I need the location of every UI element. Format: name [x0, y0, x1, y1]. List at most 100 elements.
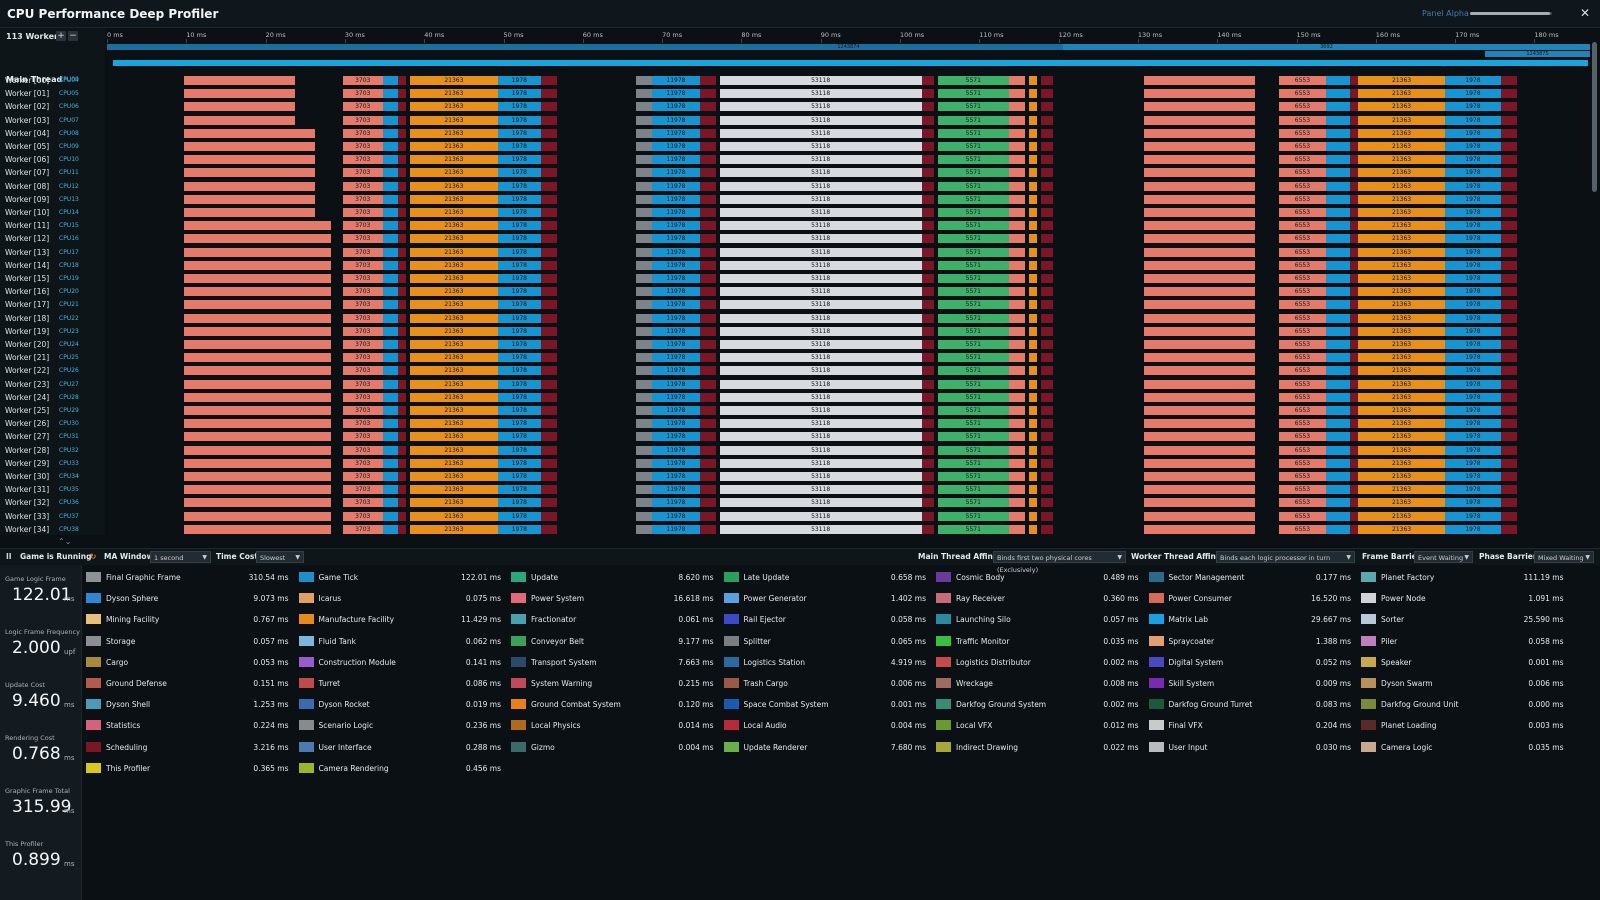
task-bar[interactable]	[383, 340, 399, 349]
task-bar[interactable]	[1041, 353, 1053, 362]
task-bar[interactable]	[383, 380, 399, 389]
legend-item[interactable]: Spraycoater 1.388 ms	[1147, 632, 1356, 649]
task-bar[interactable]: 1978	[498, 129, 542, 138]
legend-item[interactable]: Logistics Distributor 0.002 ms	[934, 653, 1143, 670]
pause-icon[interactable]: II	[6, 552, 12, 561]
task-bar[interactable]	[398, 498, 406, 507]
task-bar[interactable]	[1350, 419, 1358, 428]
task-bar[interactable]	[922, 419, 934, 428]
task-bar[interactable]	[398, 221, 406, 230]
task-bar[interactable]	[1350, 168, 1358, 177]
legend-item[interactable]: Planet Factory 111.19 ms	[1359, 568, 1568, 585]
task-bar[interactable]	[1009, 274, 1025, 283]
task-bar[interactable]	[398, 340, 406, 349]
timeline-scrollbar[interactable]	[1592, 42, 1597, 192]
task-bar[interactable]	[383, 446, 399, 455]
task-bar[interactable]	[398, 274, 406, 283]
task-bar[interactable]	[1029, 116, 1037, 125]
task-bar[interactable]	[398, 353, 406, 362]
task-bar[interactable]	[1009, 459, 1025, 468]
task-bar[interactable]: 21363	[1358, 406, 1445, 415]
task-bar[interactable]	[1326, 419, 1350, 428]
task-bar[interactable]: 1978	[1445, 248, 1501, 257]
task-bar[interactable]	[1501, 221, 1517, 230]
task-bar[interactable]	[700, 248, 716, 257]
legend-item[interactable]: Fractionator 0.061 ms	[509, 610, 718, 627]
task-bar[interactable]: 11978	[652, 129, 700, 138]
task-bar[interactable]	[1029, 234, 1037, 243]
task-bar[interactable]: 21363	[1358, 208, 1445, 217]
legend-item[interactable]: Update 8.620 ms	[509, 568, 718, 585]
task-bar[interactable]: 1978	[1445, 142, 1501, 151]
legend-item[interactable]: Mining Facility 0.767 ms	[84, 610, 293, 627]
task-bar[interactable]	[184, 195, 315, 204]
task-bar[interactable]: 21363	[410, 300, 497, 309]
task-bar[interactable]	[1009, 208, 1025, 217]
task-bar[interactable]: 1978	[498, 380, 542, 389]
task-bar[interactable]	[1501, 380, 1517, 389]
task-bar[interactable]: 3703	[343, 287, 383, 296]
task-bar[interactable]	[1501, 432, 1517, 441]
task-bar[interactable]	[1326, 498, 1350, 507]
task-bar[interactable]	[700, 208, 716, 217]
task-bar[interactable]	[1144, 525, 1255, 534]
task-bar[interactable]	[1501, 234, 1517, 243]
task-bar[interactable]	[636, 208, 652, 217]
task-bar[interactable]: 53118	[720, 129, 922, 138]
task-bar[interactable]	[636, 89, 652, 98]
task-bar[interactable]: 53118	[720, 155, 922, 164]
task-bar[interactable]	[184, 76, 295, 85]
task-bar[interactable]: 11978	[652, 419, 700, 428]
task-bar[interactable]: 1978	[1445, 168, 1501, 177]
task-bar[interactable]	[541, 327, 557, 336]
task-bar[interactable]	[398, 327, 406, 336]
task-bar[interactable]	[184, 274, 331, 283]
task-bar[interactable]	[1009, 142, 1025, 151]
task-bar[interactable]: 5571	[938, 300, 1009, 309]
task-bar[interactable]	[1350, 155, 1358, 164]
task-bar[interactable]: 5571	[938, 406, 1009, 415]
task-bar[interactable]	[541, 287, 557, 296]
task-bar[interactable]	[1144, 353, 1255, 362]
task-bar[interactable]: 1978	[498, 102, 542, 111]
collapse-chevron-icon[interactable]: ⌃⌄	[58, 537, 71, 546]
task-bar[interactable]	[398, 485, 406, 494]
legend-item[interactable]: Dyson Rocket 0.019 ms	[297, 695, 506, 712]
legend-item[interactable]: Darkfog Ground Turret 0.083 ms	[1147, 695, 1356, 712]
legend-item[interactable]: This Profiler 0.365 ms	[84, 759, 293, 776]
task-bar[interactable]	[1326, 406, 1350, 415]
task-bar[interactable]	[541, 353, 557, 362]
task-bar[interactable]	[636, 314, 652, 323]
task-bar[interactable]: 6553	[1279, 353, 1327, 362]
task-bar[interactable]: 1978	[1445, 393, 1501, 402]
task-bar[interactable]	[1144, 459, 1255, 468]
task-bar[interactable]	[922, 393, 934, 402]
task-bar[interactable]	[1041, 446, 1053, 455]
task-bar[interactable]: 6553	[1279, 168, 1327, 177]
task-bar[interactable]	[922, 512, 934, 521]
task-bar[interactable]	[1501, 406, 1517, 415]
task-bar[interactable]	[922, 366, 934, 375]
task-bar[interactable]: 11978	[652, 327, 700, 336]
task-bar[interactable]	[922, 432, 934, 441]
task-bar[interactable]	[383, 155, 399, 164]
task-bar[interactable]: 53118	[720, 432, 922, 441]
task-bar[interactable]	[1144, 380, 1255, 389]
task-bar[interactable]	[1041, 340, 1053, 349]
task-bar[interactable]	[1144, 261, 1255, 270]
legend-item[interactable]: Ground Combat System 0.120 ms	[509, 695, 718, 712]
task-bar[interactable]: 1978	[498, 419, 542, 428]
task-bar[interactable]: 21363	[410, 446, 497, 455]
task-bar[interactable]	[1041, 234, 1053, 243]
task-bar[interactable]: 21363	[410, 406, 497, 415]
task-bar[interactable]	[1350, 432, 1358, 441]
task-bar[interactable]	[1144, 168, 1255, 177]
task-bar[interactable]	[700, 102, 716, 111]
task-bar[interactable]: 21363	[1358, 261, 1445, 270]
task-bar[interactable]	[541, 314, 557, 323]
task-bar[interactable]	[1501, 195, 1517, 204]
task-bar[interactable]	[1029, 208, 1037, 217]
task-bar[interactable]: 3703	[343, 221, 383, 230]
task-bar[interactable]	[1144, 116, 1255, 125]
time-cost-select[interactable]: Slowest ▼	[256, 551, 304, 563]
